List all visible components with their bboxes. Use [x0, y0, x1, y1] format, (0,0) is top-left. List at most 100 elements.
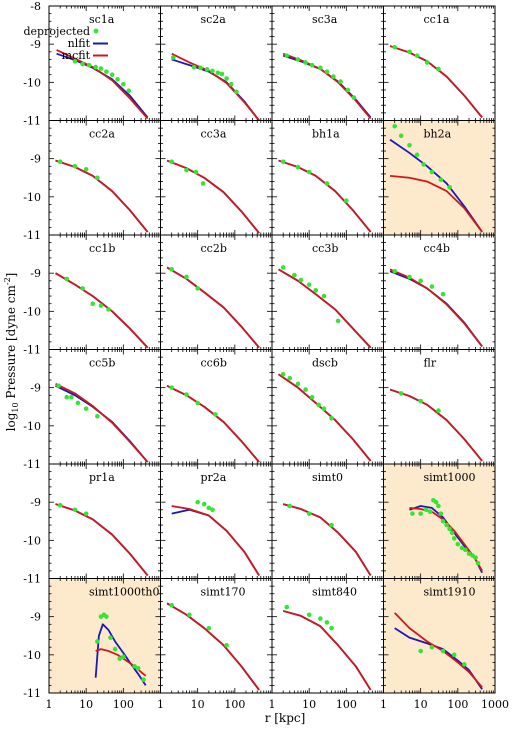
y-tick-label: -10: [23, 420, 41, 433]
deprojected-point: [284, 53, 290, 58]
legend: deprojected nlfit mcfit: [23, 25, 108, 62]
x-tick-label: 100: [224, 698, 245, 711]
deprojected-point: [280, 372, 286, 377]
deprojected-point: [451, 652, 457, 658]
deprojected-point: [455, 541, 461, 547]
panel-label-simt1910: simt1910: [424, 586, 476, 599]
panel-label-pr2a: pr2a: [201, 471, 227, 484]
deprojected-point: [418, 398, 423, 404]
mcfit-curve-bh2a: [389, 174, 483, 233]
mcfit-curve-cc5b: [55, 383, 149, 463]
deprojected-point: [418, 648, 423, 654]
legend-mcfit-label: mcfit: [62, 49, 91, 62]
panel-simt170: simt170 1 10 100: [157, 578, 273, 711]
x-tick-label: 100: [447, 698, 468, 711]
mcfit-curve-cc2b: [166, 266, 260, 349]
panel-label-dscb: dscb: [312, 357, 338, 370]
deprojected-point: [351, 95, 357, 100]
panel-label-cc1b: cc1b: [89, 242, 115, 255]
deprojected-point: [80, 286, 85, 291]
panel-label-cc2a: cc2a: [89, 128, 115, 141]
deprojected-point: [184, 392, 189, 397]
panel-simt0: simt0: [271, 463, 384, 579]
deprojected-point: [287, 503, 293, 509]
panel-background: [49, 578, 161, 693]
deprojected-point: [344, 198, 349, 203]
deprojected-point: [121, 81, 126, 87]
deprojected-point: [423, 507, 429, 513]
deprojected-point: [284, 604, 290, 610]
deprojected-point: [234, 89, 239, 95]
deprojected-point: [169, 385, 174, 390]
deprojected-point: [121, 654, 126, 660]
deprojected-point: [429, 644, 435, 650]
panel-background: [383, 235, 495, 350]
deprojected-point: [195, 499, 200, 505]
deprojected-point: [392, 123, 397, 129]
panel-label-sc2a: sc2a: [201, 13, 227, 26]
deprojected-point: [447, 526, 452, 532]
panel-background: [383, 578, 495, 693]
panel-frame: [383, 578, 496, 694]
mcfit-curve-sc1a: [56, 49, 149, 120]
deprojected-point: [193, 169, 199, 175]
deprojected-point: [433, 499, 439, 505]
panel-label-cc4b: cc4b: [424, 242, 450, 255]
deprojected-point: [438, 511, 444, 516]
x-tick-label: 10: [191, 698, 205, 711]
panel-label-simt1000th0: simt1000th0: [89, 586, 160, 599]
x-tick-label: 100: [336, 698, 357, 711]
panel-background: [272, 235, 384, 350]
deprojected-point: [169, 602, 174, 608]
deprojected-point: [195, 400, 200, 406]
deprojected-point: [109, 72, 115, 77]
deprojected-point: [318, 616, 323, 621]
panel-label-bh1a: bh1a: [312, 128, 340, 141]
deprojected-point: [447, 184, 452, 190]
deprojected-point: [98, 66, 104, 71]
panel-pr2a: pr2a: [160, 463, 273, 579]
panel-label-pr1a: pr1a: [89, 471, 115, 484]
deprojected-point: [392, 268, 397, 274]
mcfit-curve-cc2a: [55, 159, 149, 233]
deprojected-point: [80, 61, 85, 67]
panel-background: [383, 349, 495, 464]
panel-cc1b: cc1b -9 -10 -11: [23, 234, 161, 357]
x-axis-label: r [kpc]: [265, 711, 306, 725]
mcfit-curve-pr1a: [55, 503, 149, 577]
deprojected-point: [309, 394, 315, 400]
deprojected-point: [329, 625, 334, 631]
x-tick-label: 1: [269, 698, 276, 711]
deprojected-point: [407, 274, 412, 280]
panel-label-simt840: simt840: [312, 586, 357, 599]
deprojected-point: [210, 68, 215, 74]
deprojected-point: [306, 282, 312, 287]
y-tick-label: -8: [30, 0, 41, 13]
deprojected-point: [184, 167, 189, 173]
deprojected-point: [201, 501, 207, 507]
x-tick-label: 100: [113, 698, 134, 711]
deprojected-point: [72, 507, 78, 513]
deprojected-point: [295, 164, 301, 170]
deprojected-point: [414, 53, 420, 58]
deprojected-point: [64, 394, 70, 400]
deprojected-point: [329, 522, 334, 528]
deprojected-point: [104, 614, 109, 619]
y-tick-label: -11: [23, 458, 41, 471]
deprojected-point: [418, 511, 423, 516]
panel-label-cc3a: cc3a: [201, 128, 227, 141]
deprojected-point: [440, 518, 446, 524]
deprojected-point: [57, 159, 63, 165]
deprojected-point: [141, 677, 146, 682]
mcfit-curve-simt840: [282, 610, 372, 691]
panel-label-flr: flr: [424, 357, 437, 370]
deprojected-point: [95, 639, 100, 644]
deprojected-point: [407, 49, 412, 55]
deprojected-point: [324, 620, 330, 625]
deprojected-point: [306, 169, 312, 175]
deprojected-point: [112, 646, 118, 652]
panel-background: [272, 578, 384, 693]
deprojected-point: [132, 663, 137, 669]
panel-background: [49, 235, 161, 350]
